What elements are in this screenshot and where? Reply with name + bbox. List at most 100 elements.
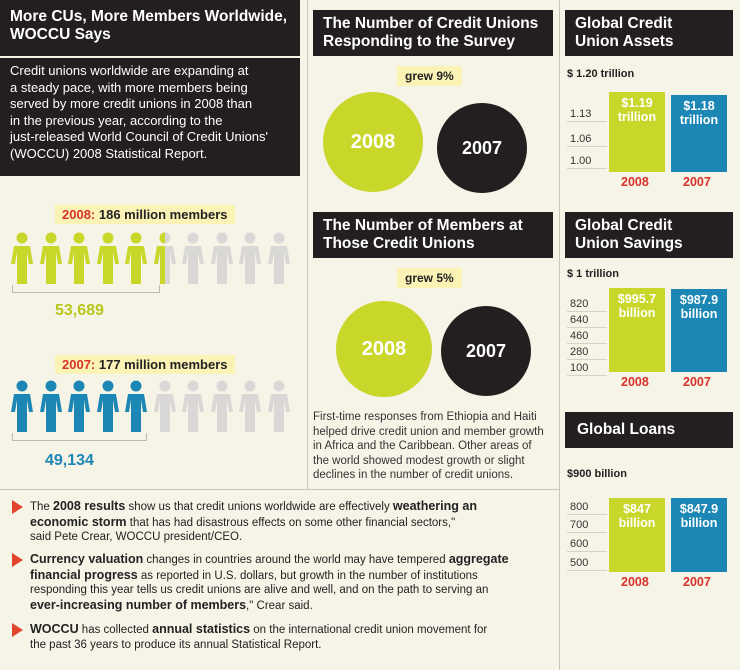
members-2007-year: 2007:: [62, 357, 96, 372]
chart-value-unit: trillion: [679, 113, 719, 128]
chart-value-label: $1.19: [621, 95, 653, 110]
chart-value-label: $847: [623, 501, 651, 516]
person-icon: [267, 232, 291, 293]
para-line: the world showed modest growth or slight: [313, 454, 525, 467]
chart-ytick-label: 500: [570, 556, 589, 569]
left-title-line2: WOCCU Says: [10, 26, 111, 43]
bracket-2008: [12, 285, 160, 293]
quote-emphasis: ever-increasing number of members: [30, 597, 247, 612]
chart-bar-2007: $987.9 billion: [671, 289, 727, 372]
quote-line: WOCCU has collected annual statistics on…: [30, 622, 510, 638]
quote-line: responding this year tells us credit uni…: [30, 583, 510, 598]
savings-chart: $ 1 trillion 820 640 460 280 100 $995.7 billion…: [565, 264, 735, 394]
circle-cu-2008: 2008: [323, 92, 423, 192]
para-line: First-time responses from Ethiopia and H…: [313, 411, 537, 423]
quote-1: The 2008 results show us that credit uni…: [30, 499, 510, 545]
quote-text: responding this year tells us credit uni…: [30, 584, 489, 596]
chart-scale-label: $ 1 trillion: [567, 268, 619, 280]
bullet-arrow-icon: [12, 623, 23, 637]
chart-scale-label: $ 1.20 trillion: [567, 68, 635, 80]
bullet-arrow-icon: [12, 500, 23, 514]
grew-5-label: grew 5%: [397, 268, 462, 288]
chart-gridline: [567, 359, 607, 361]
cu-count-2007: 49,134: [45, 452, 94, 469]
quote-text: changes in countries around the world ma…: [143, 554, 449, 566]
quote-emphasis: aggregate: [448, 552, 509, 566]
chart-value-label: $987.9: [679, 293, 719, 308]
middle-title-1-line2: Responding to the Survey: [323, 33, 516, 50]
quote-line: financial progress as reported in U.S. d…: [30, 568, 510, 584]
quote-text: as reported in U.S. dollars, but growth …: [137, 569, 478, 582]
chart-ytick-label: 460: [570, 330, 589, 343]
chart-gridline: [567, 375, 607, 377]
divider-right: [559, 0, 560, 670]
chart-gridline: [567, 311, 607, 313]
person-icon: [153, 232, 177, 288]
quote-line: said Pete Crear, WOCCU president/CEO.: [30, 530, 510, 545]
members-2007-value: 177 million members: [98, 357, 228, 372]
person-icon: [153, 380, 177, 441]
chart-value-label: $995.7: [617, 292, 657, 307]
people-row-2008: [10, 232, 300, 290]
chart-ytick-label: 1.00: [570, 155, 592, 168]
person-icon: [96, 380, 120, 441]
savings-title-line1: Global Credit: [575, 217, 673, 234]
members-2008-year: 2008:: [62, 207, 96, 222]
person-icon: [181, 232, 205, 293]
person-icon: [124, 380, 148, 441]
intro-line: just-released World Council of Credit Un…: [10, 129, 269, 144]
chart-scale-label: $900 billion: [567, 468, 627, 480]
chart-ytick-label: 280: [570, 346, 589, 359]
chart-xcat-label: 2008: [621, 375, 649, 389]
chart-gridline: [567, 513, 607, 515]
quote-line: ever-increasing number of members," Crea…: [30, 598, 510, 614]
quote-text: the past 36 years to produce its annual …: [30, 638, 322, 651]
chart-bar-2008: $995.7 billion: [609, 288, 665, 372]
quote-emphasis: 2008 results: [53, 499, 126, 513]
chart-gridline: [567, 168, 607, 170]
left-title-line1: More CUs, More Members Worldwide,: [10, 8, 288, 25]
quote-text: The: [30, 501, 54, 513]
person-icon: [210, 232, 234, 293]
chart-xcat-label: 2008: [621, 575, 649, 589]
quote-line: Currency valuation changes in countries …: [30, 552, 510, 568]
assets-chart: $ 1.20 trillion 1.13 1.06 1.00 $1.19 trillion…: [565, 64, 735, 194]
para-line: helped drive credit union and member gro…: [313, 425, 544, 438]
person-icon: [238, 380, 262, 441]
quote-emphasis: economic storm: [30, 514, 127, 529]
chart-ytick-label: 640: [570, 314, 589, 327]
assets-title-line1: Global Credit: [575, 15, 673, 32]
chart-bar-2008: $847 billion: [609, 497, 665, 572]
circle-members-2008: 2008: [336, 301, 432, 397]
person-icon: [39, 380, 63, 441]
middle-title-1: The Number of Credit Unions Responding t…: [313, 10, 553, 56]
intro-text: Credit unions worldwide are expanding at…: [0, 58, 300, 176]
person-icon: [210, 380, 234, 441]
quote-emphasis: Currency valuation: [30, 552, 144, 566]
chart-xcat-label: 2008: [621, 175, 649, 189]
chart-xcat-label: 2007: [683, 375, 711, 389]
members-2008-label: 2008: 186 million members: [55, 205, 235, 224]
quote-text: on the international credit union moveme…: [250, 624, 488, 636]
chart-value-label: $847.9: [679, 501, 719, 516]
middle-title-2-line2: Those Credit Unions: [323, 235, 475, 252]
quote-text: has collected: [78, 624, 153, 636]
chart-gridline: [567, 146, 607, 148]
chart-ytick-label: 100: [570, 362, 589, 375]
loans-title: Global Loans: [565, 412, 733, 448]
person-icon: [124, 232, 148, 293]
quote-text: that has had disastrous effects on some …: [126, 516, 456, 529]
quote-text: said Pete Crear, WOCCU president/CEO.: [30, 531, 243, 543]
circle-cu-2007: 2007: [437, 103, 527, 193]
chart-ytick-label: 1.13: [570, 107, 592, 120]
chart-value-unit: trillion: [617, 109, 657, 124]
savings-title: Global Credit Union Savings: [565, 212, 733, 258]
circle-members-2007: 2007: [441, 306, 531, 396]
chart-xcat-label: 2007: [683, 175, 711, 189]
person-icon: [39, 232, 63, 293]
chart-xcat-label: 2007: [683, 575, 711, 589]
intro-line: in the previous year, according to the: [10, 112, 223, 128]
chart-gridline: [567, 532, 607, 534]
grew-9-label: grew 9%: [397, 66, 462, 86]
chart-gridline: [567, 120, 607, 122]
